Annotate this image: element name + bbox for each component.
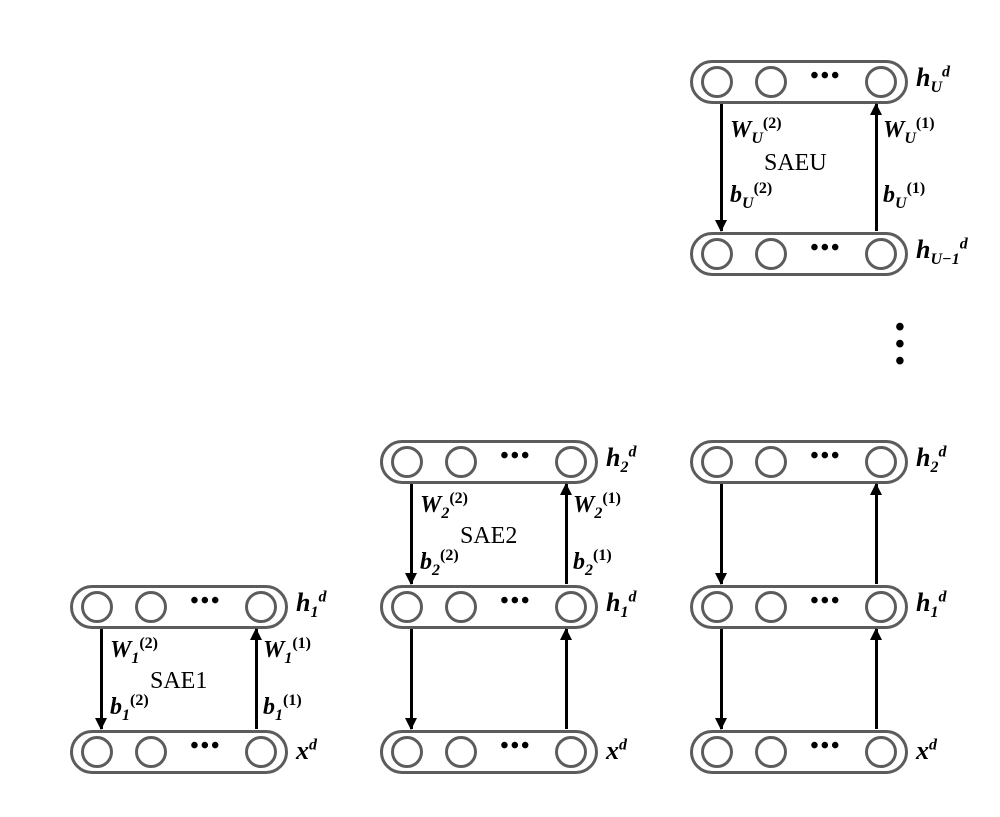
- node: [445, 446, 477, 478]
- node: [865, 591, 897, 623]
- label-WU-1: WU(1): [883, 115, 935, 148]
- node: [555, 591, 587, 623]
- ellipsis-icon: •••: [500, 444, 531, 468]
- arrow-col3-top-up: [875, 104, 878, 231]
- node: [701, 736, 733, 768]
- node: [555, 736, 587, 768]
- ellipsis-icon: •••: [810, 236, 841, 260]
- node: [81, 591, 113, 623]
- arrow-col3-g2-down: [720, 484, 723, 584]
- node: [865, 446, 897, 478]
- vdots-icon: •••: [895, 320, 905, 370]
- node: [701, 591, 733, 623]
- ellipsis-icon: •••: [810, 444, 841, 468]
- node: [755, 446, 787, 478]
- layer-col1-xd: •••: [70, 730, 288, 774]
- layer-col3-hU1: •••: [690, 232, 908, 276]
- ellipsis-icon: •••: [190, 589, 221, 613]
- arrow-col3-g2-up: [875, 484, 878, 584]
- layer-col2-h2: •••: [380, 440, 598, 484]
- arrow-col3-top-down: [720, 104, 723, 231]
- label-W2-1: W2(1): [573, 490, 621, 523]
- label-col3-xd: xd: [916, 736, 937, 766]
- label-W1-1: W1(1): [263, 635, 311, 668]
- label-col3-h1: h1d: [916, 588, 946, 622]
- layer-col3-h2: •••: [690, 440, 908, 484]
- ellipsis-icon: •••: [190, 734, 221, 758]
- label-col2-h1: h1d: [606, 588, 636, 622]
- ellipsis-icon: •••: [810, 589, 841, 613]
- arrow-col3-g1-up: [875, 629, 878, 729]
- ellipsis-icon: •••: [500, 734, 531, 758]
- layer-col1-h1: •••: [70, 585, 288, 629]
- layer-col3-hU: •••: [690, 60, 908, 104]
- diagram-canvas: ••• xd ••• h1d SAE1 W1(2) b1(2) W1(1) b1…: [20, 20, 1000, 797]
- node: [445, 591, 477, 623]
- node: [391, 591, 423, 623]
- layer-col2-xd: •••: [380, 730, 598, 774]
- layer-col3-xd: •••: [690, 730, 908, 774]
- node: [865, 238, 897, 270]
- node: [701, 446, 733, 478]
- label-col1-xd: xd: [296, 736, 317, 766]
- node: [755, 66, 787, 98]
- node: [135, 591, 167, 623]
- label-col2-xd: xd: [606, 736, 627, 766]
- ellipsis-icon: •••: [810, 64, 841, 88]
- label-b1-1: b1(1): [263, 692, 302, 725]
- node: [445, 736, 477, 768]
- label-W2-2: W2(2): [420, 490, 468, 523]
- label-b2-2: b2(2): [420, 547, 459, 580]
- label-col3-hU1: hU−1d: [916, 235, 968, 269]
- label-col2-h2: h2d: [606, 443, 636, 477]
- node: [245, 736, 277, 768]
- node: [81, 736, 113, 768]
- node: [135, 736, 167, 768]
- arrow-col2-upper-up: [565, 484, 568, 584]
- node: [391, 736, 423, 768]
- node: [865, 66, 897, 98]
- label-bU-2: bU(2): [730, 180, 772, 213]
- arrow-col2-lower-up: [565, 629, 568, 729]
- arrow-col2-upper-down: [410, 484, 413, 584]
- layer-col3-h1: •••: [690, 585, 908, 629]
- arrow-col2-lower-down: [410, 629, 413, 729]
- label-W1-2: W1(2): [110, 635, 158, 668]
- layer-col2-h1: •••: [380, 585, 598, 629]
- node: [701, 238, 733, 270]
- node: [755, 238, 787, 270]
- label-col3-hU: hUd: [916, 63, 950, 97]
- node: [701, 66, 733, 98]
- label-b1-2: b1(2): [110, 692, 149, 725]
- node: [755, 591, 787, 623]
- label-b2-1: b2(1): [573, 547, 612, 580]
- ellipsis-icon: •••: [500, 589, 531, 613]
- sae2-label: SAE2: [460, 523, 517, 550]
- node: [245, 591, 277, 623]
- label-WU-2: WU(2): [730, 115, 782, 148]
- label-bU-1: bU(1): [883, 180, 925, 213]
- node: [755, 736, 787, 768]
- node: [555, 446, 587, 478]
- label-col1-h1: h1d: [296, 588, 326, 622]
- arrow-col1-up: [255, 629, 258, 729]
- arrow-col1-down: [100, 629, 103, 729]
- saeU-label: SAEU: [764, 150, 827, 177]
- sae1-label: SAE1: [150, 668, 207, 695]
- ellipsis-icon: •••: [810, 734, 841, 758]
- node: [865, 736, 897, 768]
- arrow-col3-g1-down: [720, 629, 723, 729]
- node: [391, 446, 423, 478]
- label-col3-h2: h2d: [916, 443, 946, 477]
